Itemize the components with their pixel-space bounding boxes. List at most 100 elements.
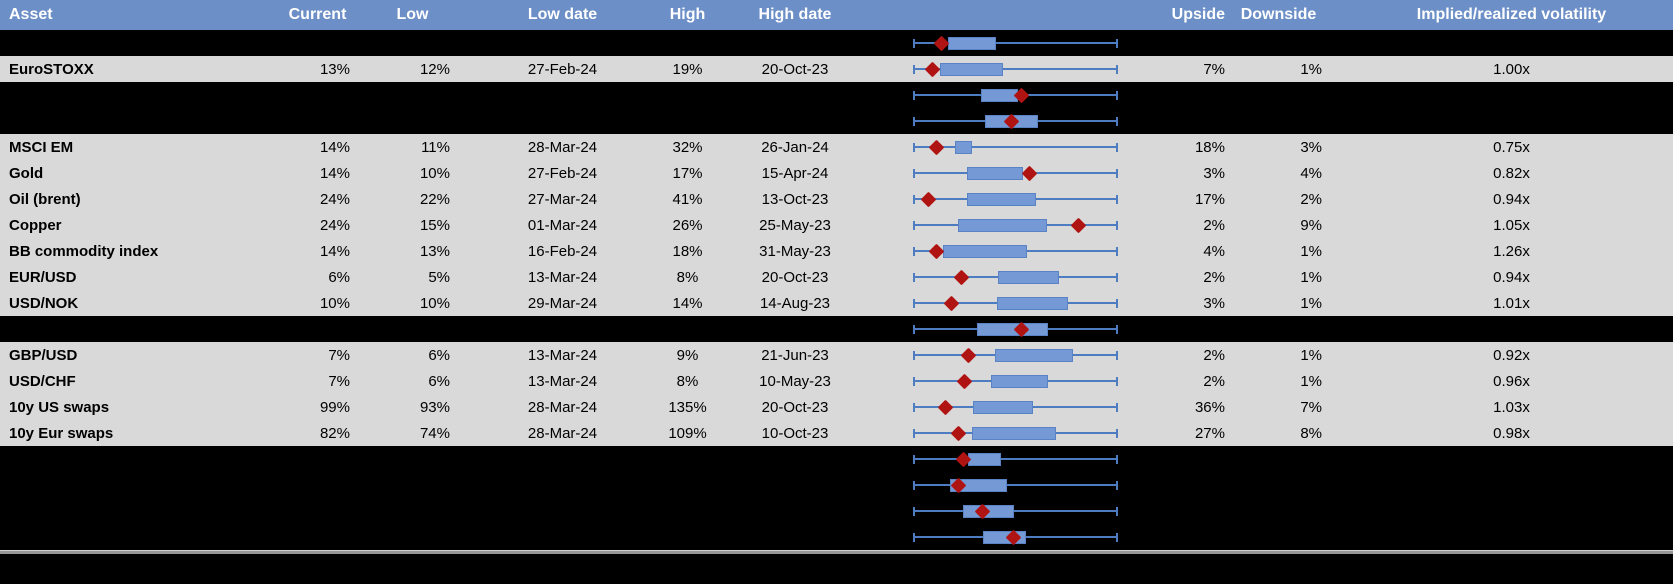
upside-cell[interactable]: 2% <box>1203 346 1225 364</box>
asset-cell[interactable]: Oil (brent) <box>9 190 81 208</box>
col-header-asset[interactable]: Asset <box>9 6 53 23</box>
low-date-cell[interactable]: 28-Mar-24 <box>527 424 598 442</box>
low-date-cell[interactable]: 13-Mar-24 <box>527 268 598 286</box>
asset-cell[interactable]: MSCI EM <box>9 138 74 156</box>
low-cell[interactable]: 10% <box>419 294 450 312</box>
downside-cell[interactable]: 1% <box>1300 372 1322 390</box>
high-date-cell[interactable]: 20-Oct-23 <box>761 398 829 416</box>
downside-cell[interactable]: 1% <box>1300 268 1322 286</box>
low-cell[interactable]: 12% <box>419 60 450 78</box>
upside-cell[interactable]: 2% <box>1203 372 1225 390</box>
low-cell[interactable]: 11% <box>421 138 450 156</box>
current-cell[interactable]: 99% <box>319 398 350 416</box>
downside-cell[interactable]: 2% <box>1300 190 1322 208</box>
high-cell[interactable]: 14% <box>672 294 703 312</box>
upside-cell[interactable]: 36% <box>1194 398 1225 416</box>
current-cell[interactable]: 24% <box>319 216 350 234</box>
downside-cell[interactable]: 8% <box>1300 424 1322 442</box>
low-cell[interactable]: 22% <box>419 190 450 208</box>
high-cell[interactable]: 8% <box>676 268 699 286</box>
col-header-implied-realized-volatility[interactable]: Implied/realized volatility <box>1416 6 1607 23</box>
low-date-cell[interactable]: 27-Mar-24 <box>527 190 598 208</box>
low-date-cell[interactable]: 27-Feb-24 <box>527 60 598 78</box>
downside-cell[interactable]: 7% <box>1300 398 1322 416</box>
asset-cell[interactable]: BB commodity index <box>9 242 159 260</box>
high-cell[interactable]: 32% <box>672 138 703 156</box>
col-header-high[interactable]: High <box>669 6 706 23</box>
current-cell[interactable]: 82% <box>319 424 350 442</box>
current-cell[interactable]: 13% <box>319 60 350 78</box>
asset-cell[interactable]: GBP/USD <box>9 346 78 364</box>
implied-realized-cell[interactable]: 0.94x <box>1493 190 1530 208</box>
upside-cell[interactable]: 27% <box>1194 424 1225 442</box>
upside-cell[interactable]: 3% <box>1203 164 1225 182</box>
implied-realized-cell[interactable]: 1.05x <box>1493 216 1530 234</box>
high-date-cell[interactable]: 20-Oct-23 <box>761 268 829 286</box>
high-cell[interactable]: 41% <box>672 190 703 208</box>
downside-cell[interactable]: 1% <box>1300 294 1322 312</box>
low-date-cell[interactable]: 29-Mar-24 <box>527 294 598 312</box>
low-date-cell[interactable]: 27-Feb-24 <box>527 164 598 182</box>
low-cell[interactable]: 13% <box>419 242 450 260</box>
implied-realized-cell[interactable]: 0.98x <box>1493 424 1530 442</box>
high-date-cell[interactable]: 13-Oct-23 <box>761 190 829 208</box>
upside-cell[interactable]: 7% <box>1203 60 1225 78</box>
high-date-cell[interactable]: 21-Jun-23 <box>761 346 829 364</box>
implied-realized-cell[interactable]: 1.00x <box>1493 60 1530 78</box>
high-date-cell[interactable]: 15-Apr-24 <box>761 164 829 182</box>
asset-cell[interactable]: 10y US swaps <box>9 398 110 416</box>
upside-cell[interactable]: 2% <box>1203 268 1225 286</box>
asset-cell[interactable]: Gold <box>9 164 44 182</box>
high-cell[interactable]: 8% <box>676 372 699 390</box>
low-cell[interactable]: 93% <box>419 398 450 416</box>
downside-cell[interactable]: 4% <box>1300 164 1322 182</box>
high-cell[interactable]: 9% <box>676 346 699 364</box>
high-date-cell[interactable]: 31-May-23 <box>759 242 831 260</box>
current-cell[interactable]: 14% <box>319 138 350 156</box>
high-date-cell[interactable]: 14-Aug-23 <box>759 294 831 312</box>
high-cell[interactable]: 26% <box>672 216 703 234</box>
current-cell[interactable]: 10% <box>319 294 350 312</box>
current-cell[interactable]: 24% <box>319 190 350 208</box>
low-date-cell[interactable]: 28-Mar-24 <box>527 398 598 416</box>
low-date-cell[interactable]: 13-Mar-24 <box>527 372 598 390</box>
high-cell[interactable]: 18% <box>672 242 703 260</box>
downside-cell[interactable]: 1% <box>1300 242 1322 260</box>
high-date-cell[interactable]: 20-Oct-23 <box>761 60 829 78</box>
implied-realized-cell[interactable]: 0.92x <box>1493 346 1530 364</box>
downside-cell[interactable]: 3% <box>1300 138 1322 156</box>
high-date-cell[interactable]: 26-Jan-24 <box>761 138 829 156</box>
asset-cell[interactable]: Copper <box>9 216 62 234</box>
current-cell[interactable]: 14% <box>319 164 350 182</box>
upside-cell[interactable]: 4% <box>1203 242 1225 260</box>
upside-cell[interactable]: 3% <box>1203 294 1225 312</box>
asset-cell[interactable]: USD/NOK <box>9 294 79 312</box>
high-cell[interactable]: 19% <box>672 60 703 78</box>
low-date-cell[interactable]: 16-Feb-24 <box>527 242 598 260</box>
asset-cell[interactable]: USD/CHF <box>9 372 76 390</box>
col-header-low-date[interactable]: Low date <box>527 6 598 23</box>
low-cell[interactable]: 15% <box>419 216 450 234</box>
implied-realized-cell[interactable]: 1.26x <box>1493 242 1530 260</box>
low-cell[interactable]: 74% <box>419 424 450 442</box>
asset-cell[interactable]: EUR/USD <box>9 268 77 286</box>
upside-cell[interactable]: 17% <box>1194 190 1225 208</box>
implied-realized-cell[interactable]: 1.03x <box>1493 398 1530 416</box>
asset-cell[interactable]: 10y Eur swaps <box>9 424 114 442</box>
high-date-cell[interactable]: 10-Oct-23 <box>761 424 829 442</box>
downside-cell[interactable]: 1% <box>1300 60 1322 78</box>
low-cell[interactable]: 6% <box>428 372 450 390</box>
current-cell[interactable]: 7% <box>328 346 350 364</box>
low-cell[interactable]: 10% <box>419 164 450 182</box>
upside-cell[interactable]: 2% <box>1203 216 1225 234</box>
col-header-high-date[interactable]: High date <box>758 6 832 23</box>
current-cell[interactable]: 14% <box>319 242 350 260</box>
downside-cell[interactable]: 1% <box>1300 346 1322 364</box>
implied-realized-cell[interactable]: 0.82x <box>1493 164 1530 182</box>
high-cell[interactable]: 135% <box>668 398 707 416</box>
col-header-current[interactable]: Current <box>288 6 347 23</box>
upside-cell[interactable]: 18% <box>1194 138 1225 156</box>
high-cell[interactable]: 17% <box>672 164 703 182</box>
asset-cell[interactable]: EuroSTOXX <box>9 60 94 78</box>
current-cell[interactable]: 7% <box>328 372 350 390</box>
